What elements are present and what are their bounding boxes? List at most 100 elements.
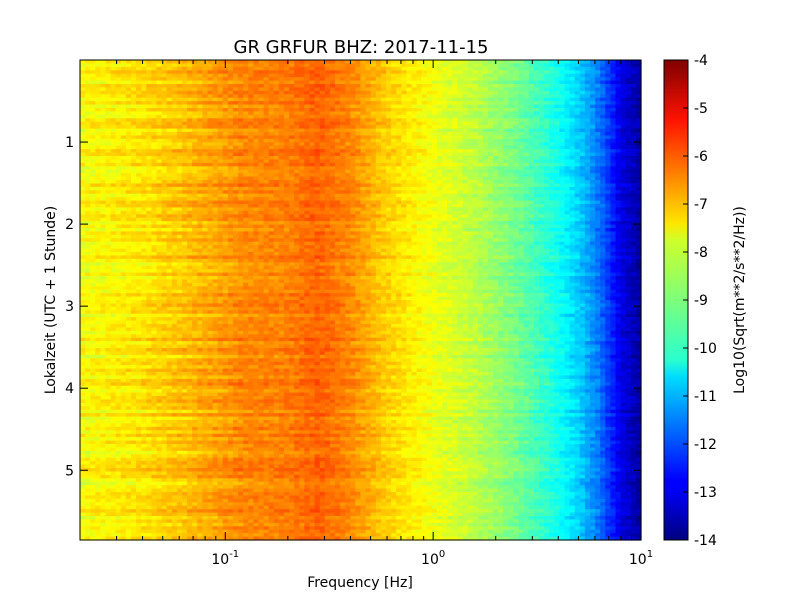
- heatmap-cell: [95, 214, 101, 219]
- heatmap-cell: [182, 406, 188, 411]
- heatmap-cell: [131, 63, 137, 68]
- heatmap-cell: [166, 255, 173, 260]
- heatmap-cell: [90, 180, 96, 185]
- heatmap-cell: [212, 492, 219, 497]
- heatmap-cell: [120, 365, 127, 370]
- heatmap-cell: [156, 444, 163, 449]
- heatmap-cell: [192, 464, 198, 469]
- heatmap-cell: [141, 197, 147, 202]
- heatmap-cell: [253, 279, 260, 284]
- heatmap-cell: [233, 234, 239, 239]
- heatmap-cell: [136, 509, 142, 514]
- heatmap-cell: [217, 399, 224, 404]
- heatmap-cell: [100, 111, 107, 116]
- heatmap-cell: [136, 450, 142, 455]
- heatmap-cell: [120, 272, 127, 277]
- heatmap-cell: [238, 444, 244, 449]
- heatmap-cell: [90, 279, 96, 284]
- heatmap-cell: [227, 231, 234, 236]
- heatmap-cell: [115, 334, 122, 339]
- heatmap-cell: [258, 114, 265, 119]
- heatmap-cell: [95, 269, 101, 274]
- heatmap-cell: [131, 402, 137, 407]
- heatmap-cell: [85, 389, 91, 394]
- heatmap-cell: [222, 505, 229, 510]
- heatmap-cell: [227, 344, 234, 349]
- heatmap-cell: [182, 296, 188, 301]
- heatmap-cell: [197, 289, 203, 294]
- heatmap-cell: [192, 372, 198, 377]
- heatmap-cell: [156, 533, 163, 538]
- heatmap-cell: [258, 87, 265, 92]
- heatmap-cell: [227, 197, 234, 202]
- heatmap-cell: [171, 132, 178, 137]
- heatmap-cell: [105, 197, 112, 202]
- heatmap-cell: [171, 286, 178, 291]
- heatmap-cell: [115, 317, 122, 322]
- heatmap-cell: [217, 310, 224, 315]
- heatmap-cell: [120, 186, 127, 191]
- heatmap-cell: [166, 118, 173, 123]
- heatmap-cell: [166, 509, 173, 514]
- heatmap-cell: [217, 97, 224, 102]
- heatmap-cell: [156, 173, 163, 178]
- heatmap-cell: [253, 300, 260, 305]
- heatmap-cell: [238, 505, 244, 510]
- heatmap-cell: [233, 306, 239, 311]
- heatmap-cell: [222, 262, 229, 267]
- heatmap-cell: [217, 327, 224, 332]
- heatmap-cell: [253, 217, 260, 222]
- heatmap-cell: [90, 437, 96, 442]
- heatmap-cell: [202, 426, 209, 431]
- heatmap-cell: [171, 519, 178, 524]
- heatmap-cell: [136, 66, 142, 71]
- heatmap-cell: [258, 348, 265, 353]
- heatmap-cell: [80, 495, 86, 500]
- heatmap-cell: [156, 303, 163, 308]
- heatmap-cell: [217, 121, 224, 126]
- heatmap-cell: [120, 354, 127, 359]
- heatmap-cell: [182, 430, 188, 435]
- heatmap-cell: [238, 234, 244, 239]
- heatmap-cell: [258, 293, 265, 298]
- heatmap-cell: [115, 121, 122, 126]
- heatmap-cell: [227, 121, 234, 126]
- heatmap-cell: [166, 516, 173, 521]
- heatmap-cell: [85, 255, 91, 260]
- heatmap-cell: [166, 80, 173, 85]
- heatmap-cell: [192, 317, 198, 322]
- heatmap-cell: [248, 279, 254, 284]
- heatmap-cell: [90, 159, 96, 164]
- heatmap-cell: [182, 121, 188, 126]
- heatmap-cell: [80, 382, 86, 387]
- heatmap-cell: [125, 461, 132, 466]
- heatmap-cell: [217, 478, 224, 483]
- heatmap-cell: [151, 372, 158, 377]
- heatmap-cell: [171, 498, 178, 503]
- heatmap-cell: [110, 344, 117, 349]
- heatmap-cell: [120, 87, 127, 92]
- heatmap-cell: [95, 289, 101, 294]
- heatmap-cell: [110, 228, 117, 233]
- heatmap-cell: [176, 471, 183, 476]
- heatmap-cell: [105, 478, 112, 483]
- heatmap-cell: [197, 286, 203, 291]
- heatmap-cell: [136, 358, 142, 363]
- heatmap-cell: [125, 457, 132, 462]
- heatmap-cell: [222, 121, 229, 126]
- heatmap-cell: [238, 108, 244, 113]
- heatmap-cell: [90, 327, 96, 332]
- heatmap-cell: [171, 166, 178, 171]
- heatmap-cell: [182, 101, 188, 106]
- heatmap-cell: [233, 204, 239, 209]
- heatmap-cell: [227, 248, 234, 253]
- heatmap-cell: [141, 262, 147, 267]
- heatmap-cell: [115, 94, 122, 99]
- heatmap-cell: [125, 186, 132, 191]
- heatmap-cell: [151, 238, 158, 243]
- heatmap-cell: [197, 516, 203, 521]
- heatmap-cell: [125, 272, 132, 277]
- heatmap-cell: [217, 320, 224, 325]
- heatmap-cell: [258, 94, 265, 99]
- heatmap-cell: [187, 204, 193, 209]
